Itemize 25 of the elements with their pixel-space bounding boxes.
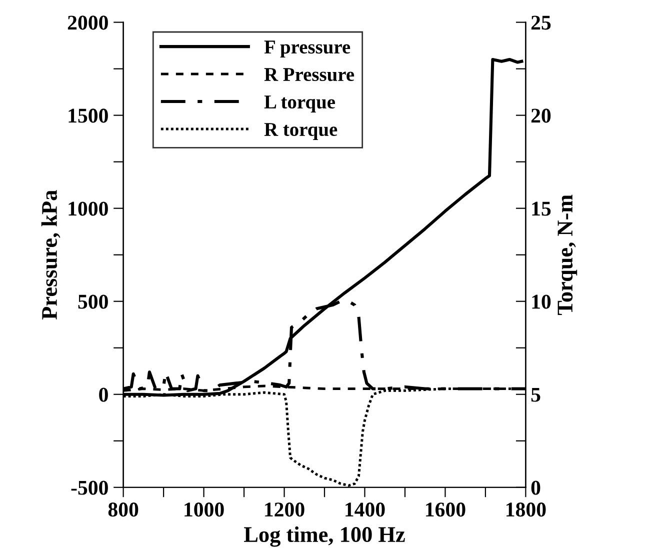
y2-axis-title: Torque, N-m <box>558 194 578 315</box>
y-tick-label: 1000 <box>68 202 108 216</box>
y-tick-label: -500 <box>71 480 108 495</box>
y2-tick-label: 15 <box>532 202 551 216</box>
y2-tick-label: 20 <box>531 108 551 123</box>
y-tick-label: 0 <box>99 388 108 402</box>
legend-label: F pressure <box>264 40 350 58</box>
y-tick-label: 500 <box>78 294 108 309</box>
x-tick-label: 1200 <box>265 502 304 517</box>
legend-label: L torque <box>264 96 335 112</box>
y2-tick-label: 10 <box>532 294 551 309</box>
x-tick-label: 1000 <box>184 502 224 517</box>
y-tick-label: 1500 <box>68 108 108 123</box>
legend-label: R torque <box>264 123 338 140</box>
y-axis-title: Pressure, kPa <box>41 190 60 320</box>
y-tick-label: 2000 <box>68 16 108 30</box>
x-axis-title: Log time, 100 Hz <box>244 526 405 547</box>
y2-tick-label: 0 <box>531 480 540 495</box>
y2-tick-label: 25 <box>531 16 551 30</box>
x-tick-label: 800 <box>108 502 138 517</box>
x-tick-label: 1800 <box>506 502 546 517</box>
legend-label: R Pressure <box>264 68 354 82</box>
y2-tick-label: 5 <box>531 388 540 402</box>
x-tick-label: 1400 <box>346 502 385 517</box>
x-tick-label: 1600 <box>426 502 466 517</box>
